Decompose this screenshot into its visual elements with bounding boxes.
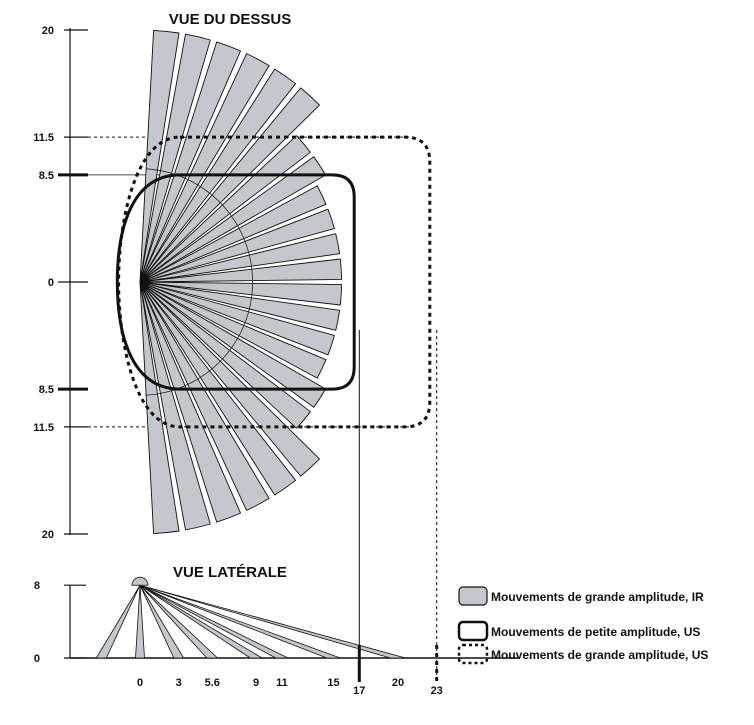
ir-mid-arc (145, 168, 253, 396)
legend: Mouvements de grande amplitude, IR Mouve… (457, 586, 708, 665)
side-x-tick-label: 11 (276, 677, 288, 689)
side-beam (95, 584, 141, 659)
side-beams (95, 584, 406, 659)
side-x-tick-label: 15 (327, 677, 339, 689)
side-beam (139, 584, 289, 659)
top-tick-label: 20 (42, 529, 54, 541)
top-tick-label: 11.5 (33, 132, 54, 144)
ir-beam (139, 281, 311, 429)
ir-beam (139, 281, 343, 306)
side-beam (139, 584, 341, 659)
ir-beam (139, 29, 180, 283)
legend-label-us-small: Mouvements de petite amplitude, US (491, 625, 700, 639)
side-x-tick-label: 0 (137, 677, 143, 689)
ir-beam (139, 135, 311, 283)
ir-beam (139, 281, 270, 511)
side-beam (135, 584, 145, 659)
side-beam (139, 584, 263, 659)
side-view: VUE LATÉRALE 8 0 0 3 5.6 9 11 15 17 20 23 (34, 564, 520, 697)
side-view-ticks: 8 0 0 3 5.6 9 11 15 17 20 23 (34, 580, 443, 697)
side-x-tick-label: 23 (431, 685, 443, 697)
side-view-title: VUE LATÉRALE (173, 564, 287, 581)
ir-beam (139, 281, 211, 531)
side-beam (139, 584, 184, 659)
ir-beam (139, 53, 270, 283)
ir-beam (139, 41, 241, 283)
side-beam (139, 584, 218, 659)
top-tick-label: 0 (48, 277, 54, 289)
ir-beams (139, 29, 343, 535)
top-view-title: VUE DU DESSUS (169, 11, 292, 28)
top-view-ticks: 20 11.5 8.5 0 8.5 11.5 20 (33, 25, 88, 541)
ir-beam (139, 33, 211, 283)
top-tick-label: 20 (42, 25, 54, 37)
side-beam (139, 584, 406, 659)
ir-beam (139, 281, 241, 523)
top-tick-label: 8.5 (39, 384, 54, 396)
ir-beam (139, 208, 335, 283)
ir-beam (139, 185, 327, 283)
ir-beam (139, 87, 320, 283)
side-tick-label: 0 (34, 653, 40, 665)
ir-beam (139, 281, 341, 331)
ir-beam (139, 281, 335, 356)
side-x-tick-label: 17 (353, 685, 365, 697)
side-x-tick-label: 3 (176, 677, 182, 689)
side-x-tick-label: 20 (392, 677, 404, 689)
legend-swatch-us-large (457, 643, 489, 665)
legend-swatch-ir (458, 586, 488, 606)
legend-swatch-us-small (457, 620, 489, 642)
top-tick-label: 11.5 (33, 422, 54, 434)
us-small-range-outline (115, 173, 356, 391)
legend-label-ir: Mouvements de grande amplitude, IR (491, 590, 704, 604)
side-tick-label: 8 (34, 580, 40, 592)
ir-beam (139, 258, 343, 283)
side-x-tick-label: 5.6 (205, 677, 220, 689)
ir-beam (139, 233, 341, 283)
top-view: VUE DU DESSUS 20 11.5 8.5 0 8.5 11.5 20 (33, 11, 432, 541)
legend-label-us-large: Mouvements de grande amplitude, US (491, 648, 708, 662)
ir-beam (139, 281, 180, 535)
us-large-range-outline (117, 135, 432, 429)
ir-beam (139, 281, 327, 379)
top-tick-label: 8.5 (39, 170, 54, 182)
sensor-icon (131, 576, 149, 586)
side-x-tick-label: 9 (253, 677, 259, 689)
